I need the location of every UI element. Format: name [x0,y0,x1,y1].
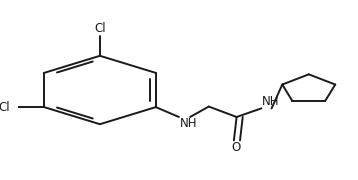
Text: NH: NH [180,117,197,130]
Text: O: O [231,141,241,154]
Text: NH: NH [262,95,280,108]
Text: Cl: Cl [94,22,106,35]
Text: Cl: Cl [0,101,10,114]
